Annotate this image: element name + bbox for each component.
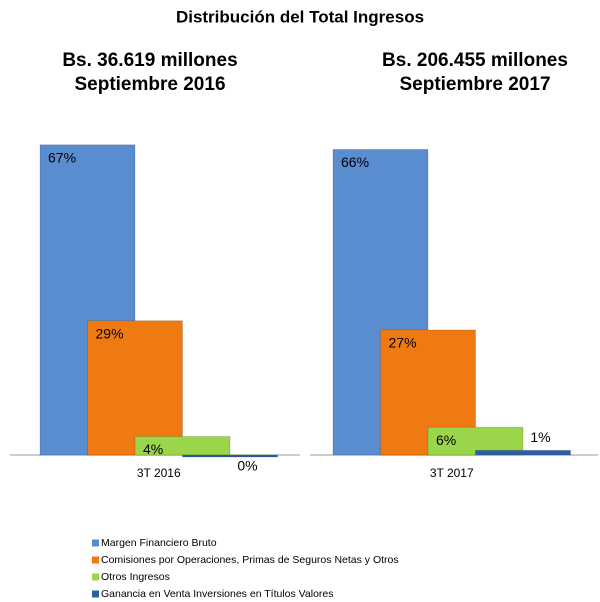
bar bbox=[87, 320, 183, 456]
legend-label: Ganancia en Venta Inversiones en Títulos… bbox=[101, 588, 334, 600]
legend-swatch bbox=[92, 539, 99, 547]
data-label: 6% bbox=[436, 432, 456, 448]
legend-swatch bbox=[92, 573, 99, 581]
legend-label: Margen Financiero Bruto bbox=[101, 537, 217, 549]
data-label: 67% bbox=[48, 149, 76, 165]
chart-title: Distribución del Total Ingresos bbox=[176, 7, 424, 26]
data-label: 4% bbox=[143, 441, 163, 457]
group-title: Bs. 36.619 millones bbox=[62, 50, 237, 71]
legend-swatch bbox=[92, 590, 99, 598]
bar bbox=[182, 454, 278, 458]
group-title: Septiembre 2017 bbox=[399, 74, 550, 95]
legend-label: Otros Ingresos bbox=[101, 571, 170, 583]
data-label: 27% bbox=[389, 335, 417, 351]
data-label: 29% bbox=[96, 325, 124, 341]
group-title: Septiembre 2016 bbox=[74, 74, 225, 95]
x-tick-label: 3T 2017 bbox=[430, 466, 474, 480]
legend-label: Comisiones por Operaciones, Primas de Se… bbox=[101, 554, 399, 566]
group-title: Bs. 206.455 millones bbox=[382, 50, 568, 71]
data-label: 66% bbox=[341, 154, 369, 170]
bar bbox=[475, 449, 571, 456]
data-label: 1% bbox=[530, 429, 550, 445]
legend-swatch bbox=[92, 556, 99, 564]
x-tick-label: 3T 2016 bbox=[137, 466, 181, 480]
data-label: 0% bbox=[237, 458, 257, 474]
